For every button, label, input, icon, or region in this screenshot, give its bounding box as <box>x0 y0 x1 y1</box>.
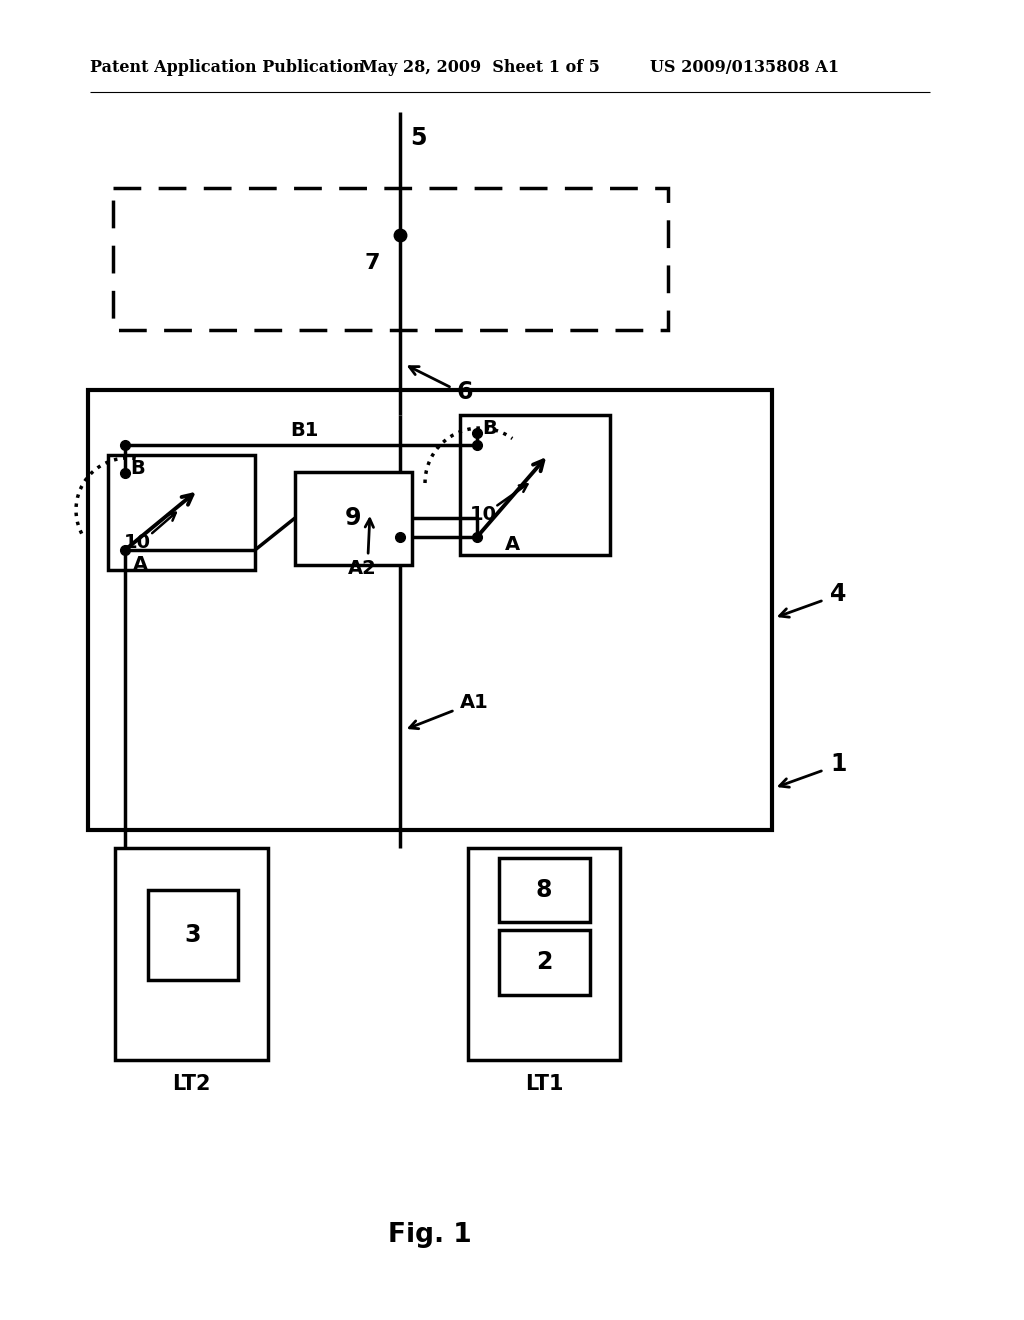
Text: B: B <box>130 458 144 478</box>
Bar <box>88 389 772 830</box>
Bar <box>108 455 255 570</box>
Bar <box>113 187 668 330</box>
Text: A1: A1 <box>460 693 488 713</box>
Bar <box>115 847 268 1060</box>
Text: 2: 2 <box>536 950 552 974</box>
Text: A: A <box>505 536 520 554</box>
Text: B: B <box>482 420 497 438</box>
Text: Fig. 1: Fig. 1 <box>388 1222 472 1247</box>
Text: LT1: LT1 <box>524 1074 563 1094</box>
Text: 5: 5 <box>410 125 427 150</box>
Text: 9: 9 <box>345 506 361 531</box>
Text: 10: 10 <box>470 506 497 524</box>
Bar <box>295 473 412 565</box>
Bar <box>499 931 590 995</box>
Text: 1: 1 <box>830 752 847 776</box>
Text: US 2009/0135808 A1: US 2009/0135808 A1 <box>650 59 839 77</box>
Text: A: A <box>133 554 148 573</box>
Text: 4: 4 <box>830 582 847 606</box>
Text: 6: 6 <box>456 380 472 404</box>
Text: May 28, 2009  Sheet 1 of 5: May 28, 2009 Sheet 1 of 5 <box>360 59 600 77</box>
Text: 3: 3 <box>184 923 202 946</box>
Text: LT2: LT2 <box>172 1074 210 1094</box>
Text: 8: 8 <box>536 878 552 902</box>
Text: 10: 10 <box>124 533 151 553</box>
Bar <box>148 890 238 979</box>
Text: 7: 7 <box>365 253 381 273</box>
Bar <box>468 847 620 1060</box>
Bar <box>499 858 590 921</box>
Text: Patent Application Publication: Patent Application Publication <box>90 59 365 77</box>
Bar <box>460 414 610 554</box>
Text: A2: A2 <box>348 558 377 578</box>
Text: B1: B1 <box>290 421 318 441</box>
